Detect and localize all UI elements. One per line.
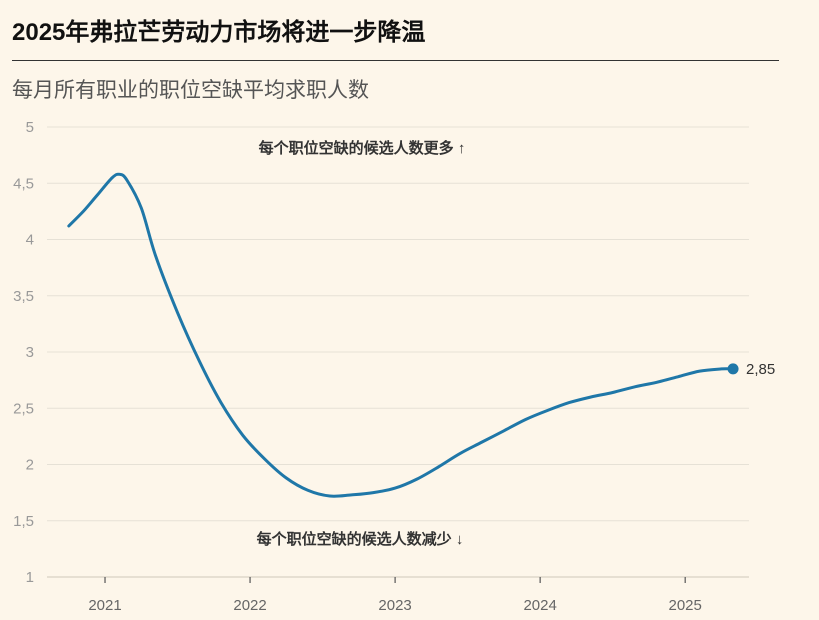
y-tick-label: 5 [26,119,34,136]
y-tick-label: 3 [26,344,34,361]
series-line [67,172,735,498]
end-point-marker [727,363,739,375]
y-tick-label: 2 [26,457,34,474]
x-tick-label: 2022 [233,597,266,614]
chart-subtitle: 每月所有职业的职位空缺平均求职人数 [12,79,369,102]
gridlines [47,126,749,578]
title-divider [12,60,779,61]
y-tick-label: 2,5 [13,400,34,417]
y-tick-label: 4,5 [13,175,34,192]
y-tick-label: 4 [26,232,34,249]
annotation-fewer-candidates: 每个职位空缺的候选人数减少 ↓ [257,530,464,548]
x-tick-label: 2024 [523,597,556,614]
y-tick-label: 1,5 [13,513,34,530]
x-axis: 2021 2022 2023 2024 2025 [88,577,702,614]
y-axis-ticks: 1 1,5 2 2,5 3 3,5 4 4,5 5 [13,119,34,586]
x-tick-label: 2025 [668,597,701,614]
y-tick-label: 3,5 [13,288,34,305]
chart-title: 2025年弗拉芒劳动力市场将进一步降温 [12,19,426,46]
annotation-more-candidates: 每个职位空缺的候选人数更多 ↑ [259,139,466,157]
end-value-label: 2,85 [746,361,775,378]
y-tick-label: 1 [26,569,34,586]
x-tick-label: 2021 [88,597,121,614]
x-tick-label: 2023 [378,597,411,614]
